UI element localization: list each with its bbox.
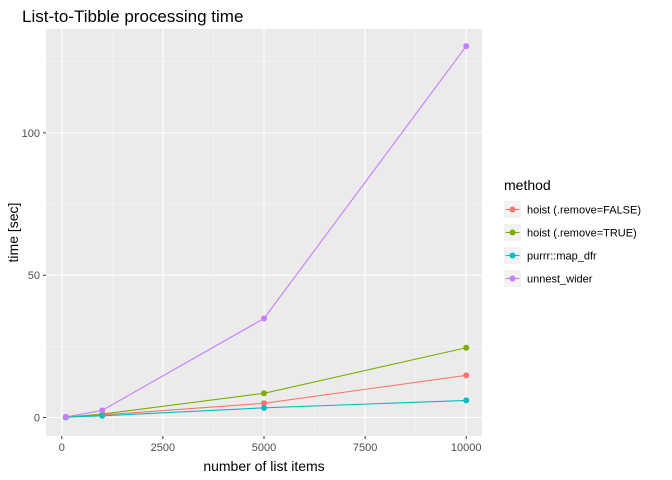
x-axis: 0 2500 5000 7500 10000 <box>59 436 482 454</box>
data-point-3-2 <box>261 315 267 322</box>
x-tick-label-0: 0 <box>59 442 65 454</box>
legend: method hoist (.remove=FALSE) hoist (.remo… <box>504 177 641 287</box>
y-axis-label: time [sec] <box>5 203 21 263</box>
data-point-3-0 <box>62 413 69 420</box>
series-line-1 <box>65 347 467 418</box>
data-point-2-2 <box>261 404 267 411</box>
legend-label-2: purrr::map_dfr <box>527 251 597 263</box>
y-axis: 0 50 100 <box>22 128 46 425</box>
data-point-1-3 <box>463 344 470 351</box>
data-point-2-1 <box>99 412 106 419</box>
data-point-0-2 <box>261 400 267 407</box>
legend-label-3: unnest_wider <box>527 274 593 286</box>
x-axis-label: number of list items <box>203 458 324 474</box>
series-lines <box>65 45 467 418</box>
series-points <box>62 43 470 421</box>
data-point-3-1 <box>99 407 106 414</box>
data-point-3-3 <box>463 43 470 50</box>
series-line-3 <box>65 45 467 418</box>
x-tick-label-2: 5000 <box>252 442 276 454</box>
data-point-1-2 <box>261 390 267 397</box>
legend-label-1: hoist (.remove=TRUE) <box>527 228 637 240</box>
data-point-0-3 <box>463 372 470 379</box>
legend-key-point-1 <box>509 229 516 236</box>
chart-title: List-to-Tibble processing time <box>22 7 243 26</box>
y-tick-label-0: 0 <box>34 413 40 425</box>
grid-major <box>46 29 482 436</box>
y-tick-label-2: 100 <box>22 128 40 140</box>
legend-title: method <box>504 177 551 193</box>
x-tick-label-1: 2500 <box>151 442 175 454</box>
x-tick-label-4: 10000 <box>451 442 482 454</box>
y-tick-label-1: 50 <box>28 270 40 282</box>
data-point-2-3 <box>463 397 470 404</box>
legend-key-point-2 <box>509 252 516 259</box>
series-line-2 <box>65 399 467 418</box>
legend-key-point-3 <box>509 275 516 282</box>
legend-key-point-0 <box>509 206 516 213</box>
legend-label-0: hoist (.remove=FALSE) <box>527 205 641 217</box>
x-tick-label-3: 7500 <box>353 442 377 454</box>
